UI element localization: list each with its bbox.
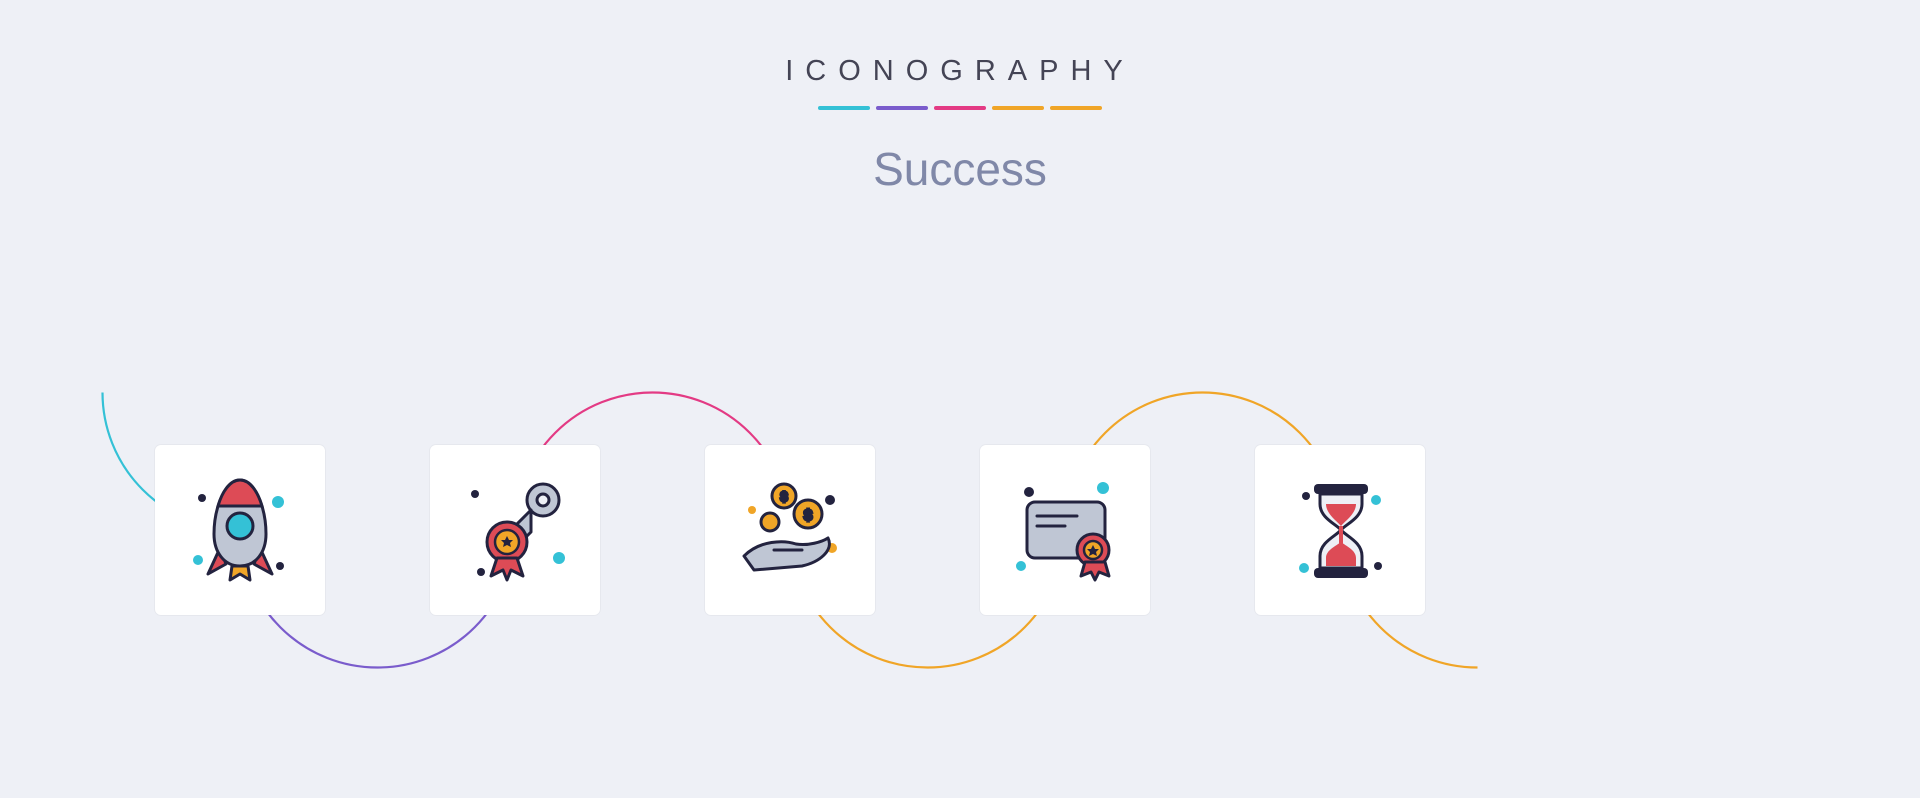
- icon-tile: [1255, 445, 1425, 615]
- icon-tile: [430, 445, 600, 615]
- page-subtitle: Success: [0, 142, 1920, 196]
- rocket-icon: [180, 470, 300, 590]
- header: ICONOGRAPHY Success: [0, 0, 1920, 196]
- hourglass-icon: [1280, 470, 1400, 590]
- hand-coins-icon: [730, 470, 850, 590]
- key-badge-icon: [455, 470, 575, 590]
- title-underline: [0, 106, 1920, 110]
- icon-tile: [155, 445, 325, 615]
- icon-tile: [980, 445, 1150, 615]
- certificate-icon: [1005, 470, 1125, 590]
- icon-tile: [705, 445, 875, 615]
- page-title: ICONOGRAPHY: [0, 55, 1920, 88]
